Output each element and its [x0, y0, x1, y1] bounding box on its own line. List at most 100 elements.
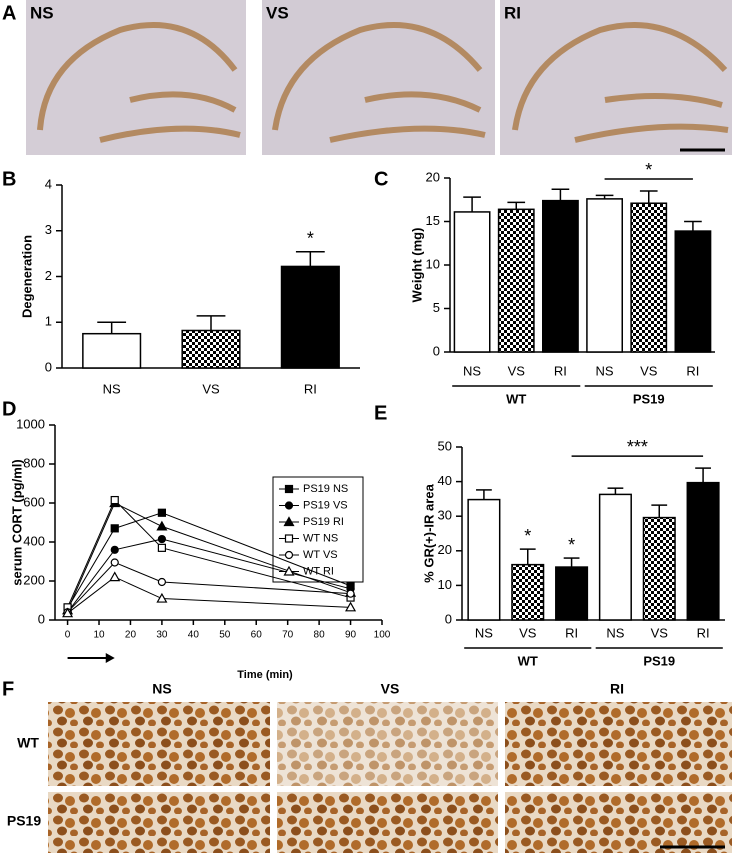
x-tick-label: VS	[651, 625, 669, 640]
marker	[283, 565, 295, 576]
micrograph	[277, 702, 498, 786]
y-tick-label: 0	[38, 611, 45, 626]
y-tick-label: 800	[23, 455, 45, 470]
x-tick-label: 0	[65, 630, 71, 641]
x-tick-label: NS	[463, 363, 481, 378]
bar	[686, 481, 720, 621]
x-tick-label: 90	[345, 630, 357, 641]
micrograph	[48, 702, 270, 786]
y-tick-label: 0	[445, 611, 452, 626]
series-line	[67, 538, 351, 613]
x-tick-label: 100	[374, 630, 391, 641]
image-label: VS	[266, 3, 289, 22]
y-axis-label: Weight (mg)	[409, 228, 424, 303]
bar	[497, 208, 535, 353]
legend-label: PS19 VS	[303, 499, 348, 511]
marker	[346, 589, 355, 598]
x-axis-label: Time (min)	[237, 669, 293, 681]
marker	[283, 516, 295, 527]
x-tick-label: RI	[565, 625, 578, 640]
group-label: WT	[518, 653, 538, 668]
bar	[280, 265, 340, 369]
series-line	[67, 499, 351, 608]
x-tick-label: RI	[304, 381, 317, 396]
x-tick-label: NS	[475, 625, 493, 640]
arrow-head	[105, 653, 115, 663]
y-tick-label: 10	[426, 256, 440, 271]
x-tick-label: VS	[519, 625, 537, 640]
marker	[110, 545, 119, 554]
y-tick-label: 1	[45, 314, 52, 329]
marker	[157, 577, 167, 587]
y-tick-label: 10	[438, 577, 452, 592]
bar	[181, 329, 241, 369]
row-label: PS19	[7, 813, 41, 829]
legend-label: WT RI	[303, 565, 334, 577]
group-label: WT	[506, 391, 526, 406]
x-tick-label: 80	[314, 630, 326, 641]
x-tick-label: 30	[156, 630, 168, 641]
y-tick-label: 200	[23, 572, 45, 587]
panel-label: F	[2, 678, 14, 700]
series-line	[67, 512, 351, 609]
x-tick-label: RI	[697, 625, 710, 640]
group-label: PS19	[633, 391, 665, 406]
panel-a: A NS VS RI	[2, 0, 732, 155]
x-tick-label: 40	[188, 630, 200, 641]
y-axis-label: serum CORT (pg/ml)	[9, 459, 24, 585]
column-label: NS	[152, 681, 171, 697]
row-label: WT	[17, 735, 39, 751]
x-tick-label: VS	[202, 381, 220, 396]
image-label: NS	[30, 3, 54, 22]
significance: *	[568, 535, 575, 555]
panel-label: C	[374, 168, 388, 190]
series-line	[67, 502, 351, 611]
marker	[110, 495, 119, 505]
marker	[156, 520, 168, 531]
image-label: RI	[504, 3, 521, 22]
marker	[284, 534, 294, 543]
bar	[674, 230, 712, 353]
x-tick-label: 10	[93, 630, 105, 641]
y-tick-label: 2	[45, 268, 52, 283]
series-line	[67, 561, 351, 613]
marker	[345, 601, 357, 612]
y-axis-label: % GR(+)-IR area	[421, 483, 436, 582]
bar	[542, 199, 579, 353]
y-tick-label: 50	[438, 438, 452, 453]
significance: *	[524, 526, 531, 546]
x-tick-label: NS	[596, 363, 614, 378]
marker	[157, 543, 167, 552]
bar	[555, 566, 589, 621]
x-tick-label: RI	[686, 363, 699, 378]
y-tick-label: 5	[433, 300, 440, 315]
y-axis-label: Degeneration	[19, 235, 34, 318]
x-tick-label: RI	[554, 363, 567, 378]
y-tick-label: 0	[433, 343, 440, 358]
marker	[156, 592, 168, 603]
bar	[586, 198, 624, 353]
bar	[453, 211, 491, 353]
legend-label: WT VS	[303, 549, 338, 561]
y-tick-label: 0	[45, 359, 52, 374]
y-tick-label: 30	[438, 508, 452, 523]
series-line	[67, 576, 351, 614]
legend-label: PS19 RI	[303, 516, 344, 528]
bracket-label: ***	[627, 437, 648, 457]
marker	[284, 550, 294, 560]
panel-label: E	[374, 402, 387, 424]
x-tick-label: NS	[103, 381, 121, 396]
bracket-label: *	[645, 160, 652, 180]
marker	[157, 508, 167, 517]
micrograph	[48, 792, 270, 853]
y-tick-label: 4	[45, 176, 52, 191]
micrograph	[505, 792, 732, 853]
x-tick-label: 50	[219, 630, 231, 641]
marker	[157, 534, 167, 544]
y-tick-label: 1000	[16, 416, 45, 431]
marker	[110, 524, 119, 533]
x-tick-label: 70	[282, 630, 294, 641]
legend-label: WT NS	[303, 532, 338, 544]
y-tick-label: 400	[23, 533, 45, 548]
